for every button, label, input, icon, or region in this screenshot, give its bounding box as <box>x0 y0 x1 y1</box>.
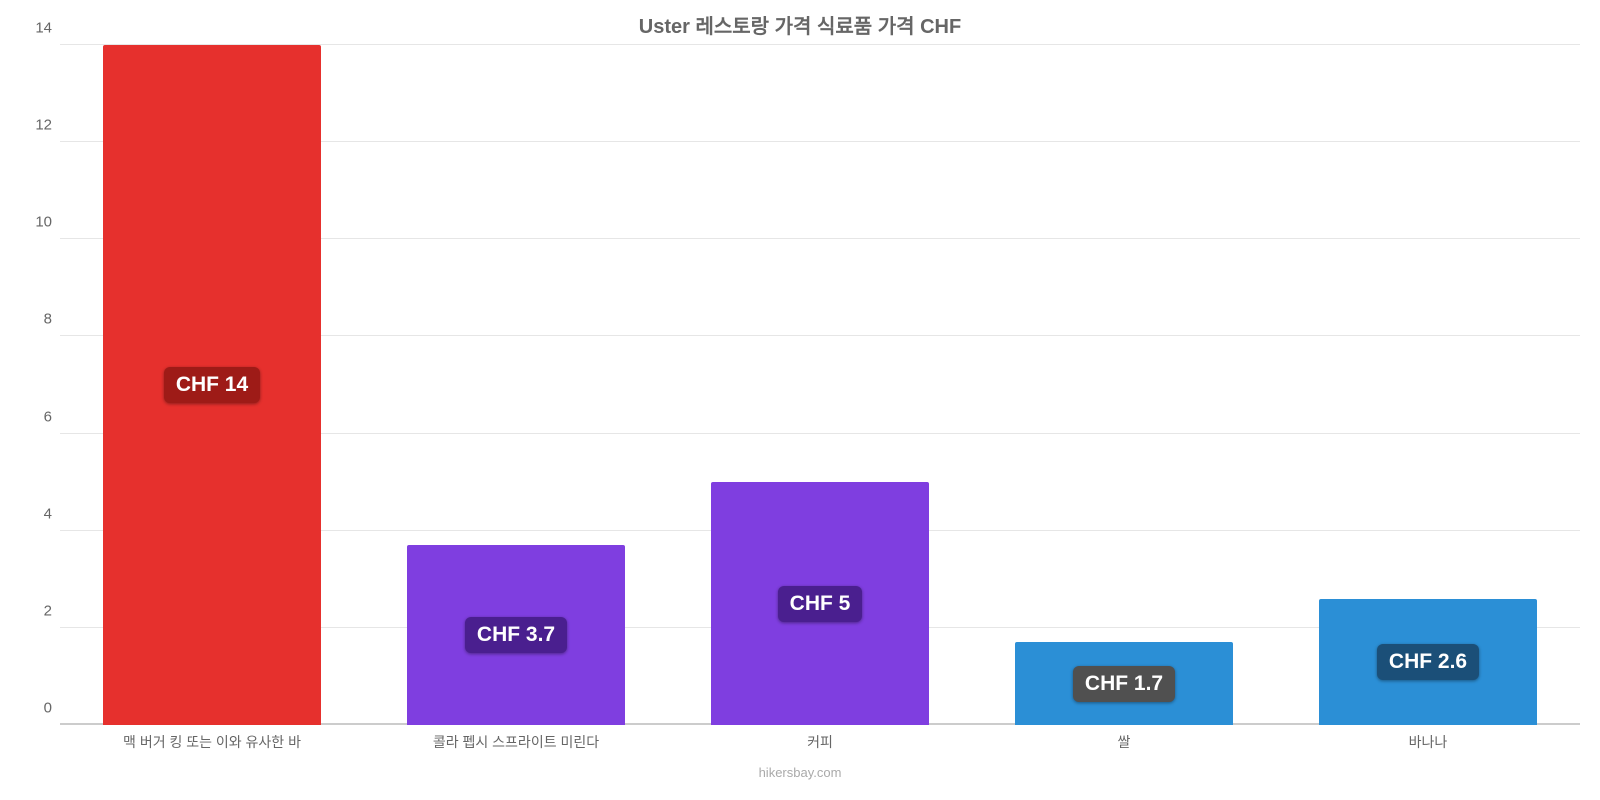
y-tick-label: 12 <box>20 117 52 134</box>
bar-value-label: CHF 14 <box>164 367 260 403</box>
footer-credit: hikersbay.com <box>0 765 1600 780</box>
y-tick-label: 2 <box>20 602 52 619</box>
x-axis-label: 맥 버거 킹 또는 이와 유사한 바 <box>60 732 364 752</box>
bar: CHF 2.6 <box>1319 599 1538 725</box>
bar: CHF 1.7 <box>1015 642 1234 725</box>
x-axis-label: 커피 <box>668 732 972 752</box>
plot-area: CHF 14CHF 3.7CHF 5CHF 1.7CHF 2.6 0246810… <box>60 45 1580 725</box>
bar: CHF 14 <box>103 45 322 725</box>
y-tick-label: 6 <box>20 408 52 425</box>
bar-slot: CHF 2.6 <box>1276 45 1580 725</box>
bar-value-label: CHF 3.7 <box>465 617 567 653</box>
bar-value-label: CHF 5 <box>778 586 863 622</box>
bar-slot: CHF 5 <box>668 45 972 725</box>
bar: CHF 3.7 <box>407 545 626 725</box>
x-labels-row: 맥 버거 킹 또는 이와 유사한 바콜라 펩시 스프라이트 미린다커피쌀바나나 <box>60 732 1580 752</box>
x-axis-label: 콜라 펩시 스프라이트 미린다 <box>364 732 668 752</box>
x-axis-label: 바나나 <box>1276 732 1580 752</box>
y-tick-label: 10 <box>20 214 52 231</box>
y-tick-label: 8 <box>20 311 52 328</box>
bar-slot: CHF 1.7 <box>972 45 1276 725</box>
x-axis-label: 쌀 <box>972 732 1276 752</box>
chart-title: Uster 레스토랑 가격 식료품 가격 CHF <box>0 0 1600 39</box>
bars-row: CHF 14 CHF 3.7 CHF 5 CHF 1.7 CHF 2.6 <box>60 45 1580 725</box>
bar-slot: CHF 14 <box>60 45 364 725</box>
bar-slot: CHF 3.7 <box>364 45 668 725</box>
bar-value-label: CHF 2.6 <box>1377 644 1479 680</box>
y-tick-label: 4 <box>20 505 52 522</box>
y-tick-label: 14 <box>20 20 52 37</box>
chart-container: Uster 레스토랑 가격 식료품 가격 CHF CHF 14CHF 3.7CH… <box>0 0 1600 800</box>
bar: CHF 5 <box>711 482 930 725</box>
bar-value-label: CHF 1.7 <box>1073 666 1175 702</box>
y-tick-label: 0 <box>20 700 52 717</box>
